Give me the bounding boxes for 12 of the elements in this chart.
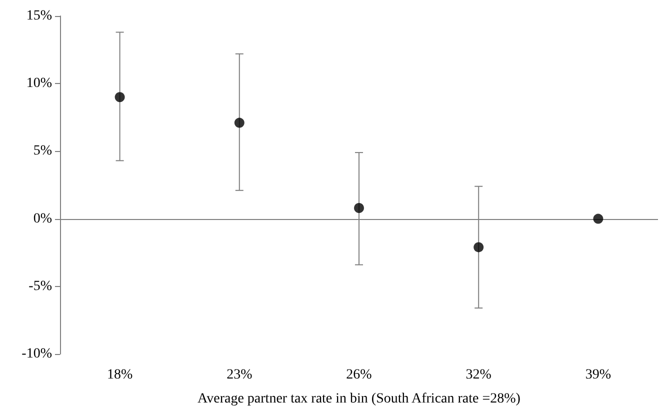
x-tick-label: 32% (466, 368, 492, 382)
y-tick-label: -10% (22, 346, 52, 362)
x-axis-title: Average partner tax rate in bin (South African rate =28%) (198, 392, 521, 406)
y-tick-label: 10% (26, 76, 52, 92)
y-tick-label: -5% (28, 278, 52, 294)
y-tick-label: 0% (33, 211, 52, 226)
x-tick-label: 26% (346, 368, 372, 382)
y-tick-label: 5% (33, 144, 52, 159)
x-tick-label: 39% (585, 368, 612, 382)
x-tick-label: 23% (226, 368, 253, 382)
y-tick-label: 15% (26, 8, 52, 24)
x-tick-label: 18% (106, 368, 133, 382)
